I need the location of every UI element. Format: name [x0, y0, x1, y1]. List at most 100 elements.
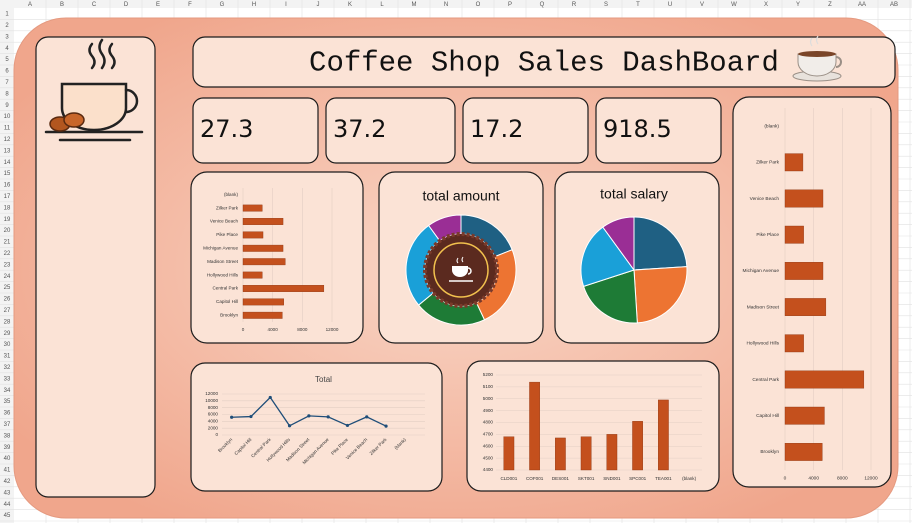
pie-slice	[582, 269, 638, 324]
line-marker	[268, 395, 272, 400]
row-header: 26	[4, 297, 11, 303]
column-header: T	[636, 2, 640, 8]
bar	[784, 370, 865, 389]
row-header: 2	[5, 23, 9, 29]
column-header: G	[220, 2, 225, 8]
y-tick-label: Hollywood Hills	[207, 272, 239, 277]
bar	[242, 271, 263, 279]
donut-center-badge	[423, 232, 499, 308]
bar	[242, 311, 283, 319]
bar	[242, 258, 286, 266]
bar	[606, 434, 618, 471]
y-tick-label: 4800	[483, 420, 494, 425]
column-header: D	[124, 2, 129, 8]
x-tick-label: 8000	[297, 327, 308, 332]
column-header: U	[668, 2, 672, 8]
row-header: 12	[4, 137, 11, 143]
column-header-bar	[0, 0, 912, 8]
row-header: 17	[4, 194, 11, 200]
line-marker	[326, 415, 330, 419]
line-marker	[384, 424, 388, 428]
y-tick-label: (blank)	[224, 192, 239, 197]
row-header: 34	[4, 388, 11, 394]
y-tick-label: Madison Street	[207, 259, 239, 264]
x-tick-label: 4000	[808, 475, 819, 481]
x-tick-label: COF001	[526, 476, 544, 481]
pie-slice	[580, 226, 635, 288]
column-header: K	[348, 2, 352, 8]
row-header: 42	[4, 479, 11, 485]
y-tick-label: 4900	[483, 408, 494, 413]
side-panel	[35, 36, 156, 498]
bar	[784, 189, 824, 208]
chart-title: total salary	[600, 186, 668, 202]
bar	[784, 298, 827, 316]
row-header: 25	[4, 285, 11, 291]
y-tick-label: 2000	[208, 425, 219, 430]
chart-box	[732, 96, 892, 488]
y-tick-label: Central Park	[752, 377, 779, 383]
bar	[555, 437, 566, 471]
x-tick-label: SPC001	[629, 476, 647, 481]
line-marker	[230, 415, 234, 419]
x-tick-label: SKT001	[578, 476, 595, 481]
column-header: R	[572, 2, 577, 8]
row-header: 15	[4, 171, 11, 177]
bar	[242, 231, 264, 239]
line-marker	[287, 424, 292, 428]
coffee-icon	[44, 38, 144, 142]
row-header: 36	[4, 411, 11, 417]
y-tick-label: 4000	[208, 419, 219, 424]
x-tick-label: 4000	[268, 327, 279, 332]
chart-box	[190, 171, 364, 344]
row-header: 9	[5, 103, 9, 109]
bar	[529, 381, 540, 471]
dashboard: Coffee Shop Sales DashBoard	[13, 17, 899, 519]
y-tick-label: Venice Beach	[750, 196, 780, 202]
column-header: E	[156, 2, 160, 8]
bar	[242, 244, 284, 252]
kpi-box	[595, 97, 722, 164]
x-tick-label: 0	[242, 327, 245, 332]
line-marker	[345, 423, 350, 428]
x-tick-label: 0	[784, 475, 787, 481]
row-header: 27	[4, 308, 11, 314]
row-header: 8	[5, 91, 9, 97]
bar	[658, 399, 669, 471]
column-header: N	[444, 2, 448, 8]
pie-slice	[633, 266, 688, 324]
row-header: 4	[5, 46, 9, 52]
row-header: 11	[4, 126, 11, 132]
kpi-value: 918.5	[603, 115, 672, 143]
row-header: 16	[4, 183, 11, 189]
y-tick-label: Brooklyn	[220, 313, 238, 318]
column-header: F	[188, 2, 192, 8]
column-header: V	[700, 2, 704, 8]
row-header: 10	[4, 114, 11, 120]
kpi-box	[462, 97, 589, 164]
bar	[784, 443, 823, 461]
row-header: 35	[4, 399, 11, 405]
row-header-bar	[0, 0, 14, 523]
row-header: 43	[4, 490, 11, 496]
column-header: I	[285, 2, 287, 8]
pie-slice	[633, 216, 688, 271]
chart-box	[190, 362, 443, 492]
row-header: 38	[4, 433, 11, 439]
y-tick-label: Michigan Avenue	[743, 268, 780, 274]
bar	[503, 436, 515, 471]
kpi-box	[192, 97, 319, 164]
row-header: 39	[4, 445, 11, 451]
column-header: W	[731, 2, 737, 8]
column-header: L	[380, 2, 384, 8]
chart-title: Total	[315, 375, 332, 384]
x-tick-label: TEA001	[655, 476, 672, 481]
y-tick-label: Brooklyn	[760, 449, 779, 455]
row-header: 1	[5, 12, 9, 18]
column-header: C	[92, 2, 97, 8]
bar	[784, 406, 825, 425]
x-tick-label: 8000	[837, 475, 848, 481]
row-header: 6	[5, 69, 9, 75]
chart-title: total amount	[422, 188, 499, 204]
